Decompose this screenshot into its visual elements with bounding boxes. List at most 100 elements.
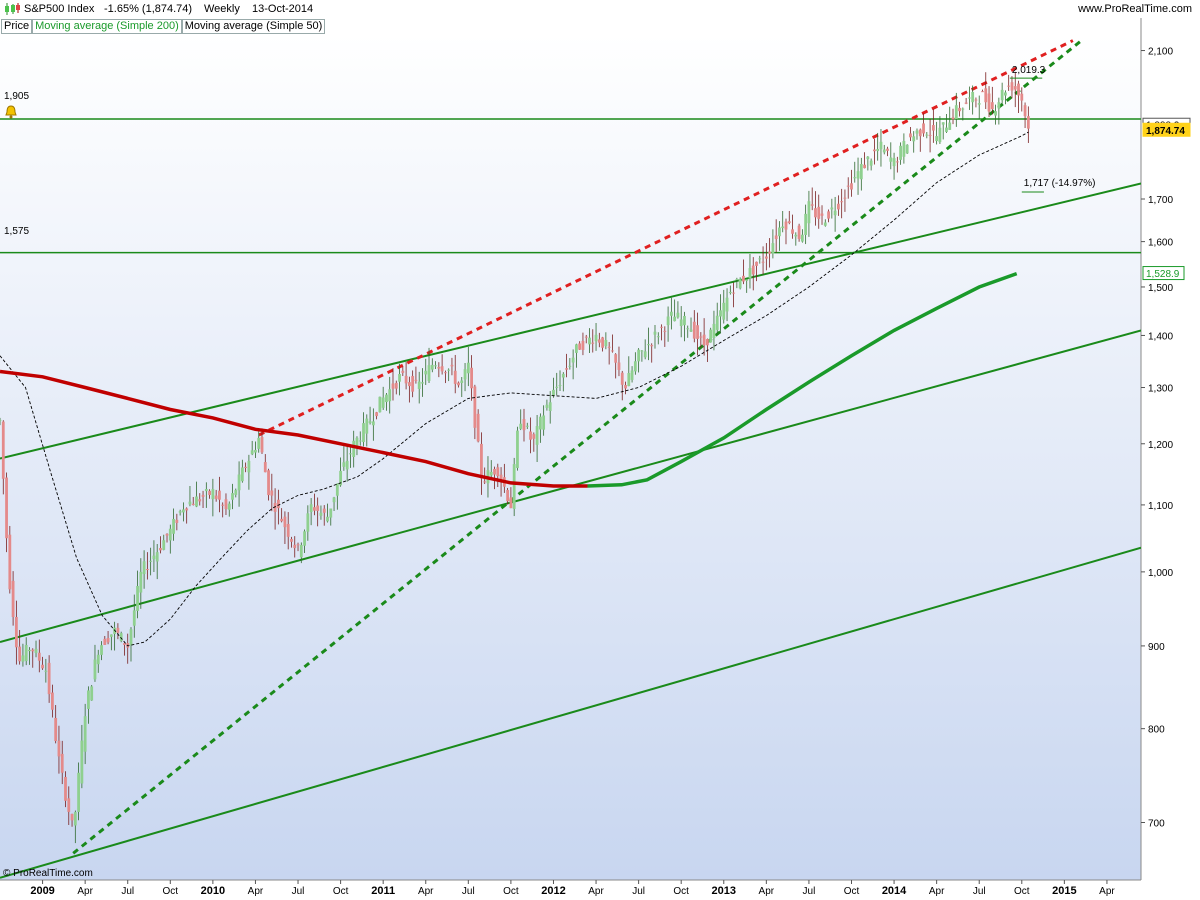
candle [761, 246, 765, 275]
candle [214, 489, 218, 502]
candle-body [14, 616, 18, 648]
candle-body [280, 518, 284, 522]
candle [859, 157, 863, 191]
candle [647, 327, 650, 361]
candle-body [293, 544, 297, 549]
candle-body [191, 503, 195, 505]
candle [732, 282, 735, 308]
x-tick-label: Apr [929, 886, 945, 897]
candle [931, 109, 935, 143]
candle [352, 430, 356, 468]
candle-body [836, 203, 840, 210]
bell-icon[interactable] [4, 105, 18, 119]
candle-body [732, 292, 735, 294]
candle-body [309, 504, 313, 513]
candle [453, 354, 457, 394]
candle-body [833, 210, 837, 216]
candle-body [60, 753, 64, 773]
candle [548, 391, 552, 424]
candle-body [568, 365, 572, 367]
candle [607, 341, 611, 365]
candle-body [512, 464, 516, 509]
candle-body [948, 122, 952, 130]
candle [669, 297, 673, 330]
candle-body [509, 497, 513, 509]
ma200-line-red [0, 369, 588, 488]
candle [87, 686, 90, 724]
candle-body [198, 499, 202, 502]
candle [895, 156, 899, 173]
candle [260, 428, 264, 455]
candle [588, 328, 591, 354]
candle-body [588, 337, 591, 345]
candle [267, 468, 270, 501]
candle [781, 210, 785, 233]
candle [489, 460, 493, 478]
candle-body [1017, 83, 1020, 96]
candle-body [548, 402, 552, 412]
candle-body [296, 544, 300, 546]
candle [385, 392, 388, 411]
candle [450, 357, 454, 376]
candle-body [863, 164, 866, 169]
top-marker-label: 2,019.3 [1011, 65, 1046, 77]
candle [552, 377, 555, 398]
candle-body [41, 664, 44, 669]
candle [601, 336, 604, 352]
candle-body [273, 502, 277, 512]
candle [1023, 102, 1027, 129]
candle-body [705, 339, 709, 346]
candle [250, 440, 254, 456]
candle-body [643, 351, 647, 358]
x-tick-label: Apr [418, 886, 434, 897]
candle [496, 463, 500, 488]
candle-body [106, 638, 110, 643]
site-link[interactable]: www.ProRealTime.com [1078, 3, 1192, 15]
candle-body [489, 471, 493, 476]
instrument-name: S&P500 Index [24, 3, 95, 15]
legend-ma200[interactable]: Moving average (Simple 200) [32, 19, 182, 34]
candle-body [617, 362, 621, 370]
candle [791, 214, 794, 239]
x-tick-label: 2013 [712, 885, 736, 897]
price-tag-green: 1,528.9 [1142, 266, 1185, 281]
x-tick-label: Jul [632, 886, 645, 897]
candle [774, 219, 778, 253]
candle [371, 408, 375, 441]
candle-body [673, 316, 677, 322]
candle [637, 348, 641, 373]
candle-body [915, 130, 919, 134]
candle [633, 352, 637, 375]
candle [394, 380, 398, 395]
candle [247, 454, 251, 490]
candle-body [77, 772, 80, 812]
candle-body [578, 343, 582, 350]
legend-ma50[interactable]: Moving average (Simple 50) [181, 19, 326, 34]
candle [912, 131, 916, 153]
period-label[interactable]: Weekly [204, 3, 240, 15]
y-tick-label: 900 [1148, 642, 1165, 653]
candle [185, 507, 189, 524]
candle-body [1, 421, 5, 479]
candle-body [204, 489, 208, 492]
candle-body [506, 490, 510, 502]
x-tick-label: Jul [121, 886, 134, 897]
candle-body [136, 585, 139, 611]
candle-body [817, 206, 821, 219]
candle [800, 229, 804, 243]
candle-body [87, 690, 90, 709]
candle [630, 366, 634, 383]
candle-body [941, 122, 945, 125]
candle-body [709, 329, 713, 343]
legend-price[interactable]: Price [1, 19, 33, 34]
candle [476, 409, 480, 443]
candle [909, 127, 912, 142]
y-axis-area [1141, 18, 1200, 880]
candle-body [473, 386, 477, 428]
candle [961, 107, 965, 121]
y-tick-label: 1,400 [1148, 331, 1173, 342]
candle [211, 478, 215, 517]
x-tick-label: Apr [759, 886, 775, 897]
candle-body [800, 234, 804, 242]
